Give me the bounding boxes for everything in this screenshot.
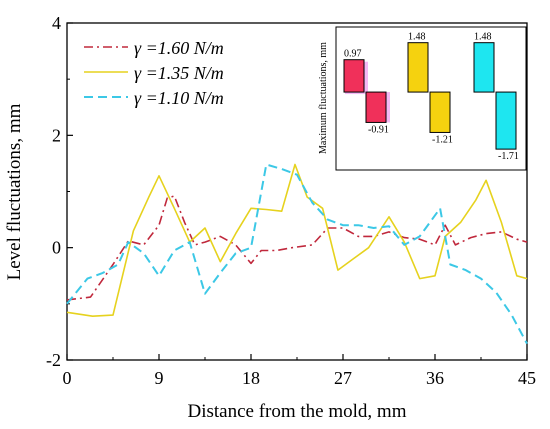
y-tick-label: -2 [46, 350, 61, 370]
y-axis-label: Level fluctuations, mm [4, 103, 25, 280]
inset-bar-label: -0.91 [368, 124, 389, 135]
inset-bar [429, 91, 451, 133]
series-line-2 [66, 163, 528, 318]
inset-bars: 0.97 -0.91 1.48 -1.21 1.48 -1.71 [343, 32, 519, 162]
legend-label-1: γ =1.60 N/m [134, 38, 224, 58]
y-tick-label: 2 [52, 125, 61, 145]
main-series [66, 163, 528, 345]
y-tick-label: 0 [52, 238, 61, 258]
x-tick-label: 0 [63, 368, 72, 388]
inset-bar-label: -1.21 [432, 134, 453, 145]
x-axis-label: Distance from the mold, mm [188, 401, 407, 422]
inset-bar [343, 59, 365, 93]
inset-bar-label: 0.97 [344, 49, 362, 60]
inset-bar-label: -1.71 [498, 151, 519, 162]
inset-bar-label: 1.48 [408, 32, 426, 43]
inset-bar [495, 91, 517, 150]
inset-chart: Maximum fluctuations, mm 0.97 -0.91 1.48 -1… [318, 26, 527, 171]
inset-bar [473, 42, 495, 93]
inset-bar-label: 1.48 [474, 32, 492, 43]
series-line-1 [66, 195, 528, 301]
inset-bar [365, 91, 387, 123]
x-tick-label: 18 [242, 368, 260, 388]
legend-label-2: γ =1.35 N/m [134, 63, 224, 83]
x-tick-label: 9 [155, 368, 164, 388]
inset-y-axis-label: Maximum fluctuations, mm [318, 42, 329, 154]
legend-label-3: γ =1.10 N/m [134, 88, 224, 108]
x-tick-label: 45 [518, 368, 536, 388]
series-line-3 [66, 163, 528, 345]
inset-bar [407, 42, 429, 93]
x-tick-label: 36 [426, 368, 444, 388]
x-tick-label: 27 [334, 368, 352, 388]
y-tick-label: 4 [52, 13, 61, 33]
legend: γ =1.60 N/m γ =1.35 N/m γ =1.10 N/m [84, 38, 224, 108]
